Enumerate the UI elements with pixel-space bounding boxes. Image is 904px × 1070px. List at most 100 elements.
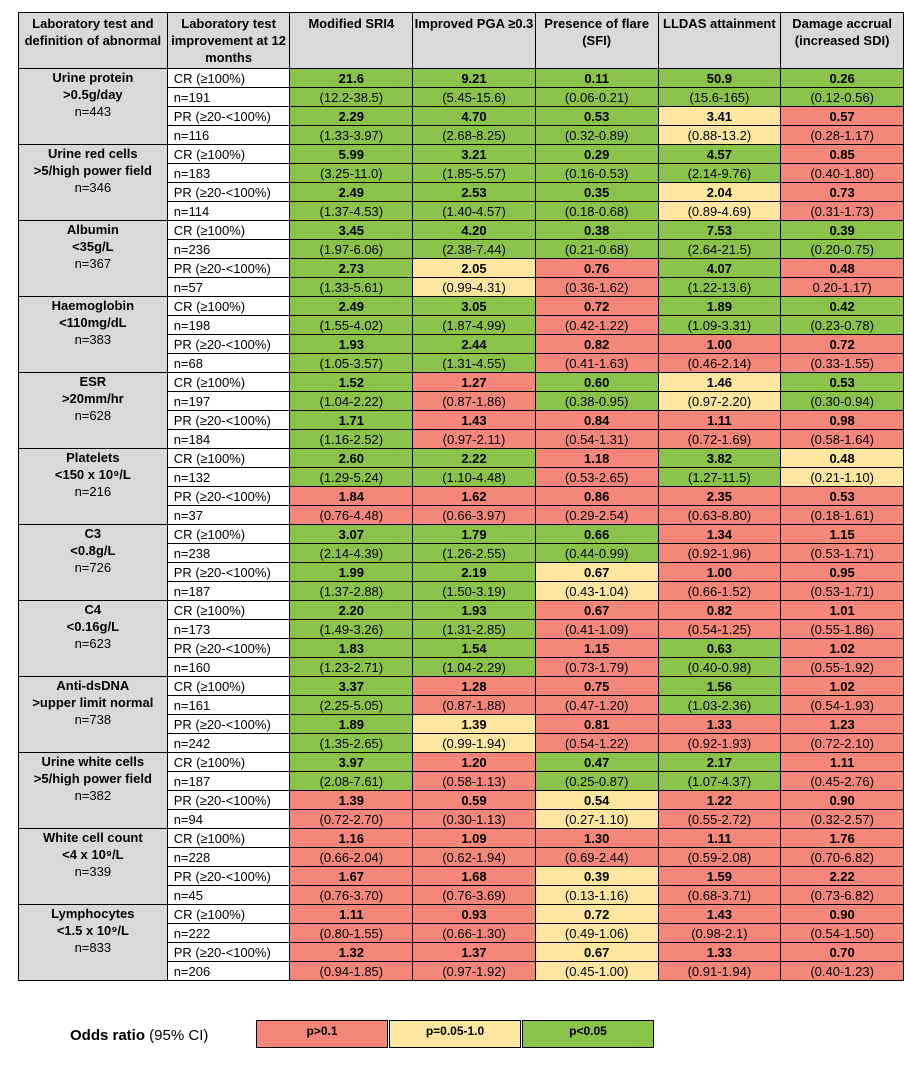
lab-test-name: Lymphocytes	[51, 906, 135, 921]
improvement-category: CR (≥100%)	[166, 524, 291, 544]
damage-accrual-ci: (0.31-1.73)	[780, 201, 904, 221]
flare-odds-ratio: 0.35	[534, 182, 659, 202]
lldas-ci: (0.92-1.93)	[657, 733, 782, 753]
lab-test-name: Haemoglobin	[51, 298, 135, 313]
modified-sri4-ci: (1.37-2.88)	[289, 581, 414, 601]
improvement-n: n=236	[166, 239, 291, 259]
lldas-ci: (0.55-2.72)	[657, 809, 782, 829]
modified-sri4-ci: (1.35-2.65)	[289, 733, 414, 753]
improved-pga-ci: (5.45-15.6)	[412, 87, 536, 107]
header-lab-test: Laboratory test and definition of abnorm…	[18, 12, 168, 69]
flare-odds-ratio: 1.30	[534, 828, 659, 848]
improved-pga-ci: (1.10-4.48)	[412, 467, 536, 487]
improved-pga-odds-ratio: 1.39	[412, 714, 536, 734]
damage-accrual-odds-ratio: 1.76	[780, 828, 904, 848]
flare-odds-ratio: 0.67	[534, 562, 659, 582]
damage-accrual-ci: (0.70-6.82)	[780, 847, 904, 867]
lldas-ci: (0.72-1.69)	[657, 429, 782, 449]
table-row: n=197 (1.04-2.22) (0.87-1.86) (0.38-0.95) (0…	[19, 391, 904, 411]
damage-accrual-ci: (0.55-1.92)	[780, 657, 904, 677]
modified-sri4-odds-ratio: 3.45	[289, 220, 414, 240]
improved-pga-odds-ratio: 1.37	[412, 942, 536, 962]
improvement-n: n=160	[166, 657, 291, 677]
table-row: n=198 (1.55-4.02) (1.87-4.99) (0.42-1.22) (1…	[19, 315, 904, 335]
improved-pga-odds-ratio: 2.22	[412, 448, 536, 468]
improvement-category: CR (≥100%)	[166, 296, 291, 316]
lldas-odds-ratio: 2.17	[657, 752, 782, 772]
lldas-ci: (0.97-2.20)	[657, 391, 782, 411]
table-row: Anti-dsDNA >upper limit normal n=738 CR (≥1…	[18, 676, 904, 753]
lldas-odds-ratio: 1.22	[657, 790, 782, 810]
improvement-n: n=187	[166, 771, 291, 791]
table-body: Urine protein >0.5g/day n=443 CR (≥100%) 21.…	[18, 68, 904, 981]
improvement-n: n=45	[166, 885, 291, 905]
improvement-n: n=94	[166, 809, 291, 829]
lab-test-n: n=443	[74, 104, 112, 119]
modified-sri4-odds-ratio: 5.99	[289, 144, 414, 164]
modified-sri4-odds-ratio: 3.37	[289, 676, 414, 696]
flare-odds-ratio: 0.84	[534, 410, 659, 430]
damage-accrual-odds-ratio: 0.48	[780, 448, 904, 468]
header-damage-accrual: Damage accrual (increased SDI)	[780, 12, 904, 69]
improved-pga-odds-ratio: 1.27	[412, 372, 536, 392]
table-row: Haemoglobin <110mg/dL n=383 CR (≥100%) 2.49 3…	[18, 296, 904, 373]
flare-ci: (0.36-1.62)	[534, 277, 659, 297]
improvement-n: n=206	[166, 961, 291, 981]
damage-accrual-ci: (0.33-1.55)	[780, 353, 904, 373]
table-row: PR (≥20-<100%) 1.39 0.59 0.54 1.22 0.90	[19, 790, 904, 810]
table-row: Urine white cells >5/high power field n=38…	[18, 752, 904, 829]
lab-test-threshold: <110mg/dL	[59, 315, 127, 330]
lab-test-threshold: >20mm/hr	[61, 391, 124, 406]
lab-test-cell: Lymphocytes <1.5 x 10⁹/L n=833	[18, 904, 168, 981]
damage-accrual-odds-ratio: 1.11	[780, 752, 904, 772]
lab-test-n: n=382	[74, 788, 112, 803]
modified-sri4-odds-ratio: 2.49	[289, 182, 414, 202]
improvement-n: n=187	[166, 581, 291, 601]
improved-pga-odds-ratio: 1.20	[412, 752, 536, 772]
damage-accrual-odds-ratio: 0.42	[780, 296, 904, 316]
damage-accrual-odds-ratio: 1.02	[780, 638, 904, 658]
table-row: n=161 (2.25-5.05) (0.87-1.88) (0.47-1.20) (1…	[19, 695, 904, 715]
table-row: C3 <0.8g/L n=726 CR (≥100%) 3.07 1.79 0.66 1.34…	[18, 524, 904, 601]
flare-odds-ratio: 0.29	[534, 144, 659, 164]
results-table: Laboratory test and definition of abnorm…	[18, 12, 904, 981]
improved-pga-ci: (0.99-4.31)	[412, 277, 536, 297]
lab-test-cell: Urine red cells >5/high power field n=346	[18, 144, 168, 221]
improved-pga-ci: (1.87-4.99)	[412, 315, 536, 335]
flare-ci: (0.16-0.53)	[534, 163, 659, 183]
improved-pga-odds-ratio: 2.44	[412, 334, 536, 354]
table-row: n=206 (0.94-1.85) (0.97-1.92) (0.45-1.00) (0…	[19, 961, 904, 981]
improvement-category: PR (≥20-<100%)	[166, 334, 291, 354]
flare-ci: (0.32-0.89)	[534, 125, 659, 145]
modified-sri4-odds-ratio: 1.99	[289, 562, 414, 582]
modified-sri4-ci: (0.66-2.04)	[289, 847, 414, 867]
lab-test-name: Urine red cells	[48, 146, 138, 161]
improved-pga-ci: (2.68-8.25)	[412, 125, 536, 145]
damage-accrual-odds-ratio: 0.85	[780, 144, 904, 164]
damage-accrual-odds-ratio: 0.70	[780, 942, 904, 962]
legend-title-bold: Odds ratio	[70, 1027, 146, 1044]
damage-accrual-ci: (0.40-1.80)	[780, 163, 904, 183]
damage-accrual-ci: (0.30-0.94)	[780, 391, 904, 411]
modified-sri4-ci: (1.55-4.02)	[289, 315, 414, 335]
lldas-ci: (0.68-3.71)	[657, 885, 782, 905]
improvement-n: n=37	[166, 505, 291, 525]
damage-accrual-odds-ratio: 0.39	[780, 220, 904, 240]
modified-sri4-odds-ratio: 1.67	[289, 866, 414, 886]
table-row: n=173 (1.49-3.26) (1.31-2.85) (0.41-1.09) (0…	[19, 619, 904, 639]
improvement-category: PR (≥20-<100%)	[166, 258, 291, 278]
lab-test-cell: Platelets <150 x 10⁹/L n=216	[18, 448, 168, 525]
improvement-n: n=114	[166, 201, 291, 221]
damage-accrual-odds-ratio: 0.26	[780, 68, 904, 88]
lab-test-name: Urine protein	[52, 70, 134, 85]
improved-pga-odds-ratio: 1.43	[412, 410, 536, 430]
legend-item-p-0-05-1-0: p=0.05-1.0	[389, 1020, 521, 1048]
damage-accrual-odds-ratio: 0.73	[780, 182, 904, 202]
improved-pga-odds-ratio: 3.05	[412, 296, 536, 316]
flare-ci: (0.41-1.63)	[534, 353, 659, 373]
lldas-odds-ratio: 1.89	[657, 296, 782, 316]
improved-pga-odds-ratio: 1.28	[412, 676, 536, 696]
lab-test-n: n=216	[74, 484, 112, 499]
modified-sri4-odds-ratio: 1.52	[289, 372, 414, 392]
table-row: PR (≥20-<100%) 1.67 1.68 0.39 1.59 2.22	[19, 866, 904, 886]
